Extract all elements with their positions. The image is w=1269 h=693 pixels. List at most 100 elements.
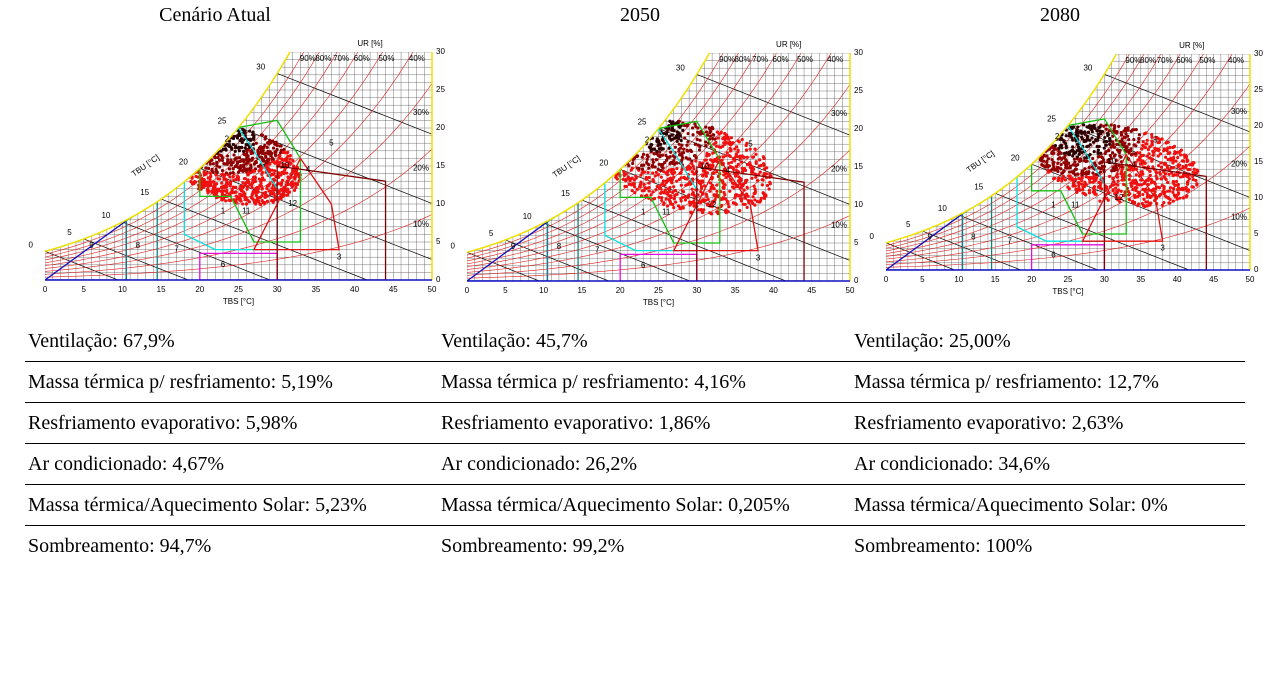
data-cloud bbox=[230, 126, 234, 130]
data-cloud bbox=[663, 188, 668, 192]
data-cloud bbox=[1150, 159, 1154, 163]
data-cloud bbox=[1163, 172, 1168, 176]
data-cloud bbox=[666, 190, 670, 194]
data-cloud bbox=[213, 144, 217, 148]
data-cloud bbox=[691, 133, 695, 137]
data-cloud bbox=[185, 144, 189, 148]
data-cloud bbox=[241, 190, 246, 194]
data-cloud bbox=[1156, 136, 1160, 140]
wet-bulb-line bbox=[922, 230, 1021, 270]
data-cloud bbox=[261, 201, 265, 205]
data-cloud bbox=[760, 183, 764, 187]
data-cloud bbox=[1147, 152, 1151, 156]
data-cloud bbox=[748, 147, 752, 151]
data-cloud bbox=[618, 159, 622, 163]
data-cloud bbox=[198, 150, 202, 154]
data-cloud bbox=[675, 161, 679, 165]
data-cloud bbox=[631, 161, 635, 166]
y-tick-label: 10 bbox=[854, 200, 863, 209]
data-cloud bbox=[1141, 140, 1145, 144]
data-cloud bbox=[1154, 170, 1158, 174]
data-cloud bbox=[1143, 204, 1147, 209]
data-cloud bbox=[234, 185, 238, 189]
data-cloud bbox=[647, 181, 651, 185]
data-cloud bbox=[204, 154, 208, 158]
data-cloud bbox=[745, 141, 749, 145]
data-cloud bbox=[1082, 138, 1087, 142]
rh-label: 50% bbox=[1199, 56, 1215, 65]
y-tick-label: 25 bbox=[854, 86, 863, 95]
data-cloud bbox=[697, 148, 702, 152]
data-cloud bbox=[231, 170, 235, 175]
data-cloud bbox=[1044, 154, 1048, 158]
table-row: Resfriamento evaporativo: 5,98% Resfriame… bbox=[25, 402, 1245, 444]
data-cloud bbox=[1081, 123, 1086, 127]
table-cell: Massa térmica p/ resfriamento: 5,19% bbox=[25, 361, 438, 403]
data-cloud bbox=[661, 162, 665, 167]
wet-bulb-line bbox=[505, 239, 609, 281]
data-cloud bbox=[210, 141, 214, 146]
data-cloud bbox=[1096, 132, 1100, 136]
data-cloud bbox=[206, 153, 210, 157]
data-cloud bbox=[196, 153, 200, 157]
data-cloud bbox=[630, 152, 634, 156]
data-cloud bbox=[1175, 173, 1180, 177]
data-cloud bbox=[205, 133, 209, 138]
data-cloud bbox=[745, 205, 749, 210]
data-cloud bbox=[182, 149, 186, 153]
data-cloud bbox=[261, 159, 266, 163]
data-cloud bbox=[761, 162, 766, 166]
data-cloud bbox=[1126, 189, 1130, 194]
data-cloud bbox=[651, 128, 655, 132]
wet-bulb-line bbox=[581, 199, 786, 281]
zone-label: 8 bbox=[136, 241, 141, 250]
data-cloud bbox=[719, 145, 723, 149]
data-cloud bbox=[186, 146, 190, 150]
data-cloud bbox=[233, 149, 237, 153]
data-cloud bbox=[251, 142, 256, 147]
rh-label: 80% bbox=[734, 55, 750, 64]
data-cloud bbox=[668, 119, 672, 123]
y-tick-label: 10 bbox=[436, 199, 445, 208]
data-cloud bbox=[260, 133, 264, 137]
rh-label: 80% bbox=[1140, 56, 1156, 65]
data-cloud bbox=[218, 139, 223, 144]
data-cloud bbox=[706, 133, 710, 137]
data-cloud bbox=[672, 175, 676, 179]
data-cloud bbox=[745, 192, 749, 196]
data-cloud bbox=[202, 144, 206, 148]
data-cloud bbox=[199, 155, 203, 159]
data-cloud bbox=[1150, 142, 1154, 146]
data-cloud bbox=[1168, 145, 1172, 150]
data-cloud bbox=[270, 198, 274, 203]
data-cloud bbox=[671, 202, 675, 207]
data-cloud bbox=[1098, 186, 1102, 190]
data-cloud bbox=[197, 135, 201, 139]
data-cloud bbox=[625, 143, 629, 147]
data-cloud bbox=[755, 199, 759, 204]
data-cloud bbox=[239, 199, 243, 203]
data-cloud bbox=[269, 192, 273, 196]
data-cloud bbox=[1108, 139, 1112, 143]
data-cloud bbox=[1087, 165, 1091, 170]
data-cloud bbox=[1181, 196, 1185, 200]
data-cloud bbox=[622, 170, 626, 174]
data-cloud bbox=[239, 146, 244, 150]
data-cloud bbox=[1072, 152, 1076, 156]
data-cloud bbox=[1075, 188, 1079, 192]
data-cloud bbox=[250, 192, 254, 197]
zone bbox=[252, 157, 340, 251]
data-cloud bbox=[220, 173, 224, 177]
data-cloud bbox=[607, 139, 612, 143]
data-cloud bbox=[708, 137, 712, 141]
data-cloud bbox=[231, 160, 235, 165]
data-cloud bbox=[638, 185, 642, 189]
data-cloud bbox=[727, 205, 731, 209]
data-cloud bbox=[698, 161, 702, 165]
data-cloud bbox=[703, 172, 707, 176]
saturation-curve bbox=[466, 52, 711, 254]
data-cloud bbox=[291, 164, 296, 168]
data-cloud bbox=[608, 164, 612, 168]
data-cloud bbox=[1098, 199, 1102, 203]
data-cloud bbox=[1141, 159, 1145, 163]
